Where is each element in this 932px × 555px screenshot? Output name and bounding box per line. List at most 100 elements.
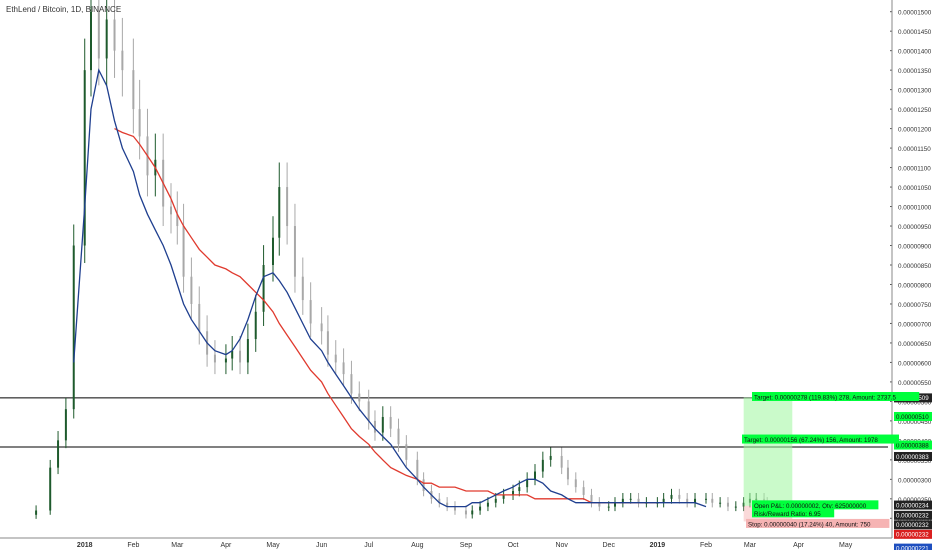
y-axis-tick-label: 0.00001000 (898, 205, 932, 212)
candle[interactable] (176, 214, 179, 227)
candle[interactable] (138, 109, 141, 137)
candle[interactable] (471, 510, 474, 515)
candle[interactable] (541, 459, 544, 472)
candle[interactable] (301, 276, 304, 301)
candle[interactable] (438, 498, 441, 503)
x-axis-tick-label: Sep (460, 542, 473, 549)
candle[interactable] (358, 393, 361, 402)
candle[interactable] (278, 187, 281, 238)
candle[interactable] (566, 467, 569, 480)
price-tag-label: 0.00000388 (896, 442, 929, 449)
candle[interactable] (97, 11, 100, 59)
position-tool[interactable]: Target: 0.00000278 (119.83%) 278, Amount… (742, 392, 920, 528)
candle[interactable] (121, 50, 124, 71)
candle[interactable] (89, 11, 92, 71)
candle[interactable] (526, 479, 529, 488)
target-1-label[interactable] (752, 392, 920, 401)
candle[interactable] (320, 323, 323, 332)
candle[interactable] (350, 374, 353, 394)
y-axis-tick-label: 0.00000600 (898, 360, 932, 367)
candle[interactable] (734, 506, 737, 508)
candle[interactable] (464, 510, 467, 515)
candle[interactable] (486, 502, 489, 507)
candle[interactable] (367, 401, 370, 421)
candle[interactable] (342, 362, 345, 375)
candle[interactable] (533, 471, 536, 480)
candle[interactable] (286, 187, 289, 227)
candle[interactable] (614, 502, 617, 507)
x-axis-tick-label: Dec (603, 542, 616, 549)
plot-area[interactable] (0, 0, 888, 519)
candle[interactable] (662, 498, 665, 503)
stop-label[interactable] (746, 518, 890, 528)
candle[interactable] (381, 416, 384, 433)
candle[interactable] (83, 70, 86, 246)
candle[interactable] (711, 498, 714, 503)
open-pnl-label[interactable] (752, 500, 879, 510)
candle[interactable] (239, 350, 242, 363)
candle[interactable] (590, 494, 593, 503)
candle[interactable] (326, 331, 329, 355)
candle[interactable] (246, 339, 249, 363)
candle[interactable] (105, 19, 108, 59)
candle[interactable] (334, 354, 337, 363)
candle[interactable] (494, 498, 497, 503)
candle[interactable] (453, 506, 456, 511)
candle[interactable] (389, 416, 392, 429)
candle[interactable] (293, 226, 296, 277)
candle[interactable] (607, 506, 610, 508)
target-2-label[interactable] (742, 434, 899, 444)
candle[interactable] (373, 420, 376, 433)
candle[interactable] (397, 428, 400, 445)
target-zone[interactable] (743, 397, 793, 506)
candle[interactable] (549, 455, 552, 460)
candle[interactable] (705, 498, 708, 500)
candle[interactable] (49, 467, 52, 511)
candle[interactable] (518, 487, 521, 492)
y-axis-tick-label: 0.00000900 (898, 244, 932, 251)
candle[interactable] (726, 502, 729, 507)
moving-average-slow-line (114, 128, 658, 504)
candle[interactable] (670, 494, 673, 499)
price-tag (894, 440, 932, 450)
candle[interactable] (479, 506, 482, 511)
candle[interactable] (224, 358, 227, 363)
candle[interactable] (574, 479, 577, 488)
candle[interactable] (35, 510, 38, 515)
candle[interactable] (502, 494, 505, 499)
candle[interactable] (231, 350, 234, 359)
candle[interactable] (309, 300, 312, 324)
candle[interactable] (686, 498, 689, 503)
candle[interactable] (72, 245, 75, 410)
candle[interactable] (637, 498, 640, 503)
candle[interactable] (629, 498, 632, 500)
candle[interactable] (719, 502, 722, 504)
candle[interactable] (598, 502, 601, 507)
candle[interactable] (416, 459, 419, 480)
candle[interactable] (254, 311, 257, 340)
price-tag (894, 520, 932, 530)
x-axis-tick-label: Jul (364, 542, 373, 549)
candle[interactable] (621, 498, 624, 503)
candle[interactable] (190, 276, 193, 304)
candle[interactable] (198, 303, 201, 332)
candle[interactable] (57, 440, 60, 468)
candle[interactable] (262, 265, 265, 312)
candle[interactable] (170, 206, 173, 215)
candle[interactable] (582, 487, 585, 495)
candle[interactable] (213, 354, 216, 363)
candle[interactable] (132, 70, 135, 110)
candle[interactable] (182, 226, 185, 277)
candle[interactable] (446, 502, 449, 507)
risk-reward-label[interactable] (752, 508, 835, 518)
candle[interactable] (422, 479, 425, 492)
candle[interactable] (405, 444, 408, 460)
candle[interactable] (560, 455, 563, 468)
candle[interactable] (271, 237, 274, 265)
candle[interactable] (64, 409, 67, 441)
candle[interactable] (512, 491, 515, 495)
candle[interactable] (678, 494, 681, 499)
candle[interactable] (694, 498, 697, 503)
candle[interactable] (113, 19, 116, 51)
